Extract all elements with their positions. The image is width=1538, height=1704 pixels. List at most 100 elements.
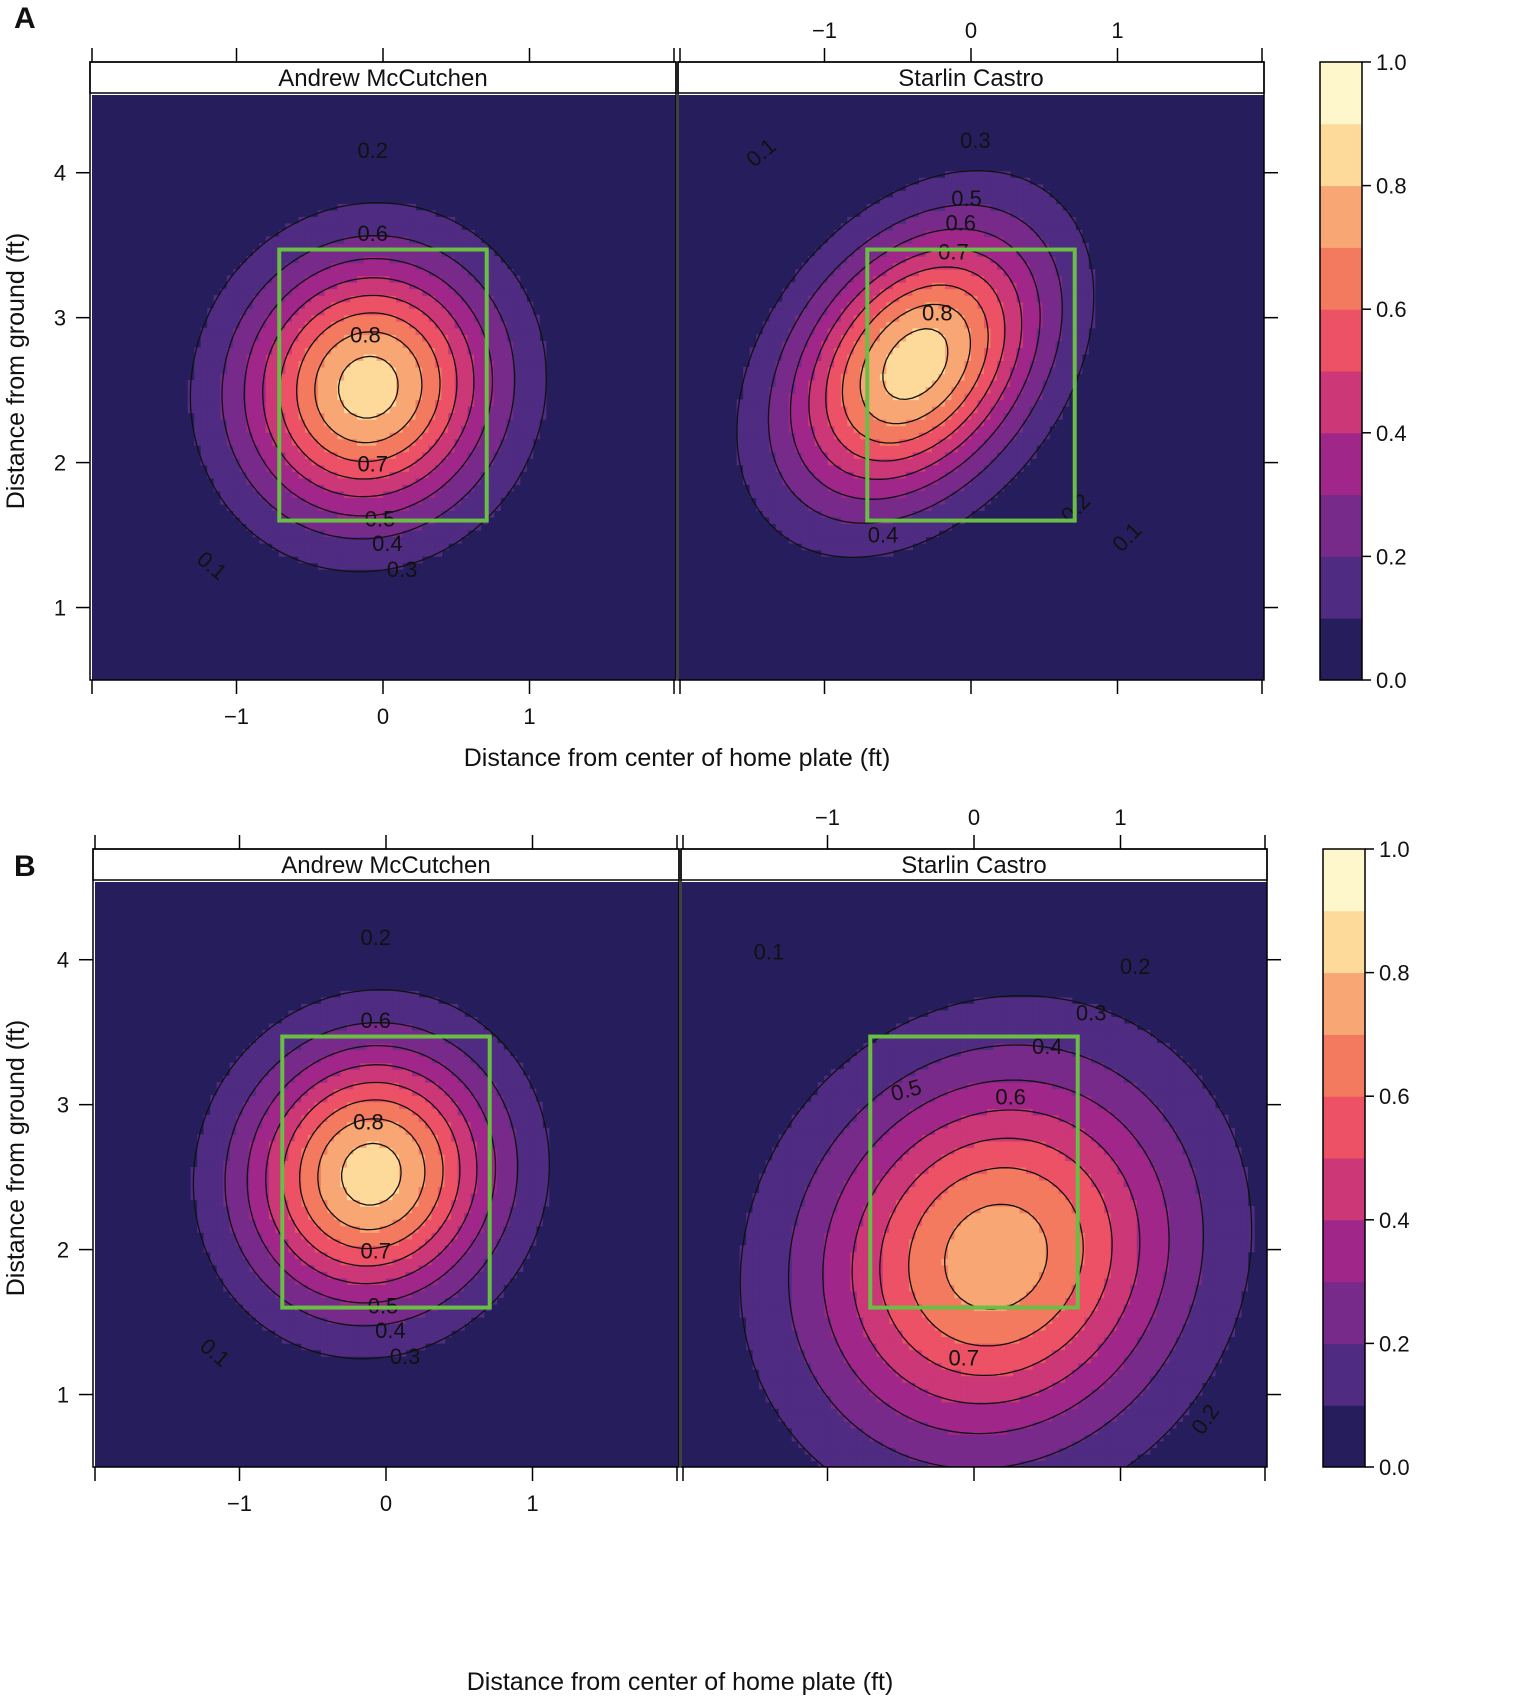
density-cell (801, 497, 809, 505)
density-cell (519, 386, 527, 394)
density-cell (977, 360, 985, 368)
density-cell (203, 1166, 211, 1175)
density-cell (389, 445, 397, 453)
density-cell (866, 419, 874, 427)
density-cell (860, 353, 868, 362)
density-cell (925, 471, 933, 479)
density-cell (1036, 419, 1044, 427)
density-cell (383, 353, 391, 362)
density-cell (239, 379, 247, 388)
density-cell (977, 282, 985, 290)
density-cell (749, 393, 757, 401)
density-cell (853, 256, 861, 264)
density-cell (539, 406, 547, 414)
density-cell (808, 523, 816, 531)
density-cell (905, 406, 913, 414)
density-cell (461, 451, 469, 459)
density-cell (210, 1147, 218, 1155)
density-cell (879, 419, 887, 427)
density-cell (1075, 256, 1083, 264)
density-cell (396, 288, 404, 296)
density-cell (1049, 216, 1057, 225)
density-cell (912, 314, 920, 322)
density-cell (369, 386, 378, 394)
density-cell (801, 275, 809, 283)
density-cell (487, 412, 495, 420)
density-cell (454, 314, 462, 322)
density-cell (213, 412, 221, 420)
density-cell (500, 471, 508, 479)
density-cell (886, 412, 894, 420)
density-cell (343, 543, 352, 551)
density-cell (383, 216, 391, 225)
density-cell (448, 282, 456, 290)
density-cell (775, 334, 783, 342)
density-cell (801, 503, 809, 512)
density-cell (873, 236, 881, 244)
density-cell (1075, 288, 1083, 296)
contour-label: 0.3 (960, 128, 991, 153)
density-cell (285, 445, 293, 453)
density-cell (1068, 229, 1076, 238)
density-cell (971, 445, 979, 453)
density-cell (997, 464, 1005, 472)
density-cell (984, 210, 992, 218)
density-cell (454, 464, 462, 472)
colorbar-band (1320, 62, 1362, 125)
density-cell (795, 386, 803, 394)
density-cell (343, 438, 352, 446)
density-cell (1062, 288, 1070, 296)
density-cell (448, 497, 456, 505)
density-cell (487, 321, 495, 329)
density-cell (743, 419, 751, 427)
density-cell (775, 503, 783, 512)
density-cell (1016, 445, 1024, 453)
density-cell (467, 301, 475, 309)
density-cell (422, 301, 430, 309)
density-cell (925, 249, 933, 257)
density-cell (834, 366, 842, 375)
density-cell (990, 353, 998, 362)
density-cell (402, 451, 410, 459)
density-cell (324, 366, 332, 375)
density-cell (272, 543, 280, 551)
density-cell (298, 334, 306, 342)
density-cell (931, 203, 940, 211)
density-cell (892, 203, 900, 211)
density-cell (1049, 412, 1057, 420)
density-cell (233, 347, 241, 355)
density-cell (782, 366, 790, 375)
density-cell (1023, 321, 1031, 329)
density-cell (487, 347, 495, 355)
density-cell (422, 399, 430, 407)
density-cell (454, 523, 462, 531)
density-cell (330, 353, 339, 362)
density-cell (376, 223, 384, 231)
density-cell (808, 334, 816, 342)
density-cell (1036, 295, 1044, 303)
density-cell (350, 223, 358, 231)
density-cell (311, 347, 319, 355)
density-cell (402, 321, 410, 329)
density-cell (285, 399, 293, 407)
density-cell (1049, 399, 1057, 407)
density-cell (213, 321, 221, 329)
density-cell (461, 301, 469, 309)
density-cell (925, 386, 933, 394)
density-cell (912, 379, 920, 388)
density-cell (291, 373, 299, 381)
density-cell (1042, 256, 1050, 264)
density-cell (356, 308, 365, 316)
density-cell (200, 379, 208, 388)
density-cell (343, 477, 352, 485)
density-cell (918, 477, 927, 485)
density-cell (500, 432, 508, 440)
density-cell (304, 393, 312, 401)
density-cell (938, 184, 946, 192)
density-cell (210, 1225, 218, 1233)
density-cell (311, 334, 319, 342)
density-cell (886, 458, 894, 466)
density-cell (1049, 275, 1057, 283)
density-cell (239, 412, 247, 420)
density-cell (762, 438, 770, 446)
